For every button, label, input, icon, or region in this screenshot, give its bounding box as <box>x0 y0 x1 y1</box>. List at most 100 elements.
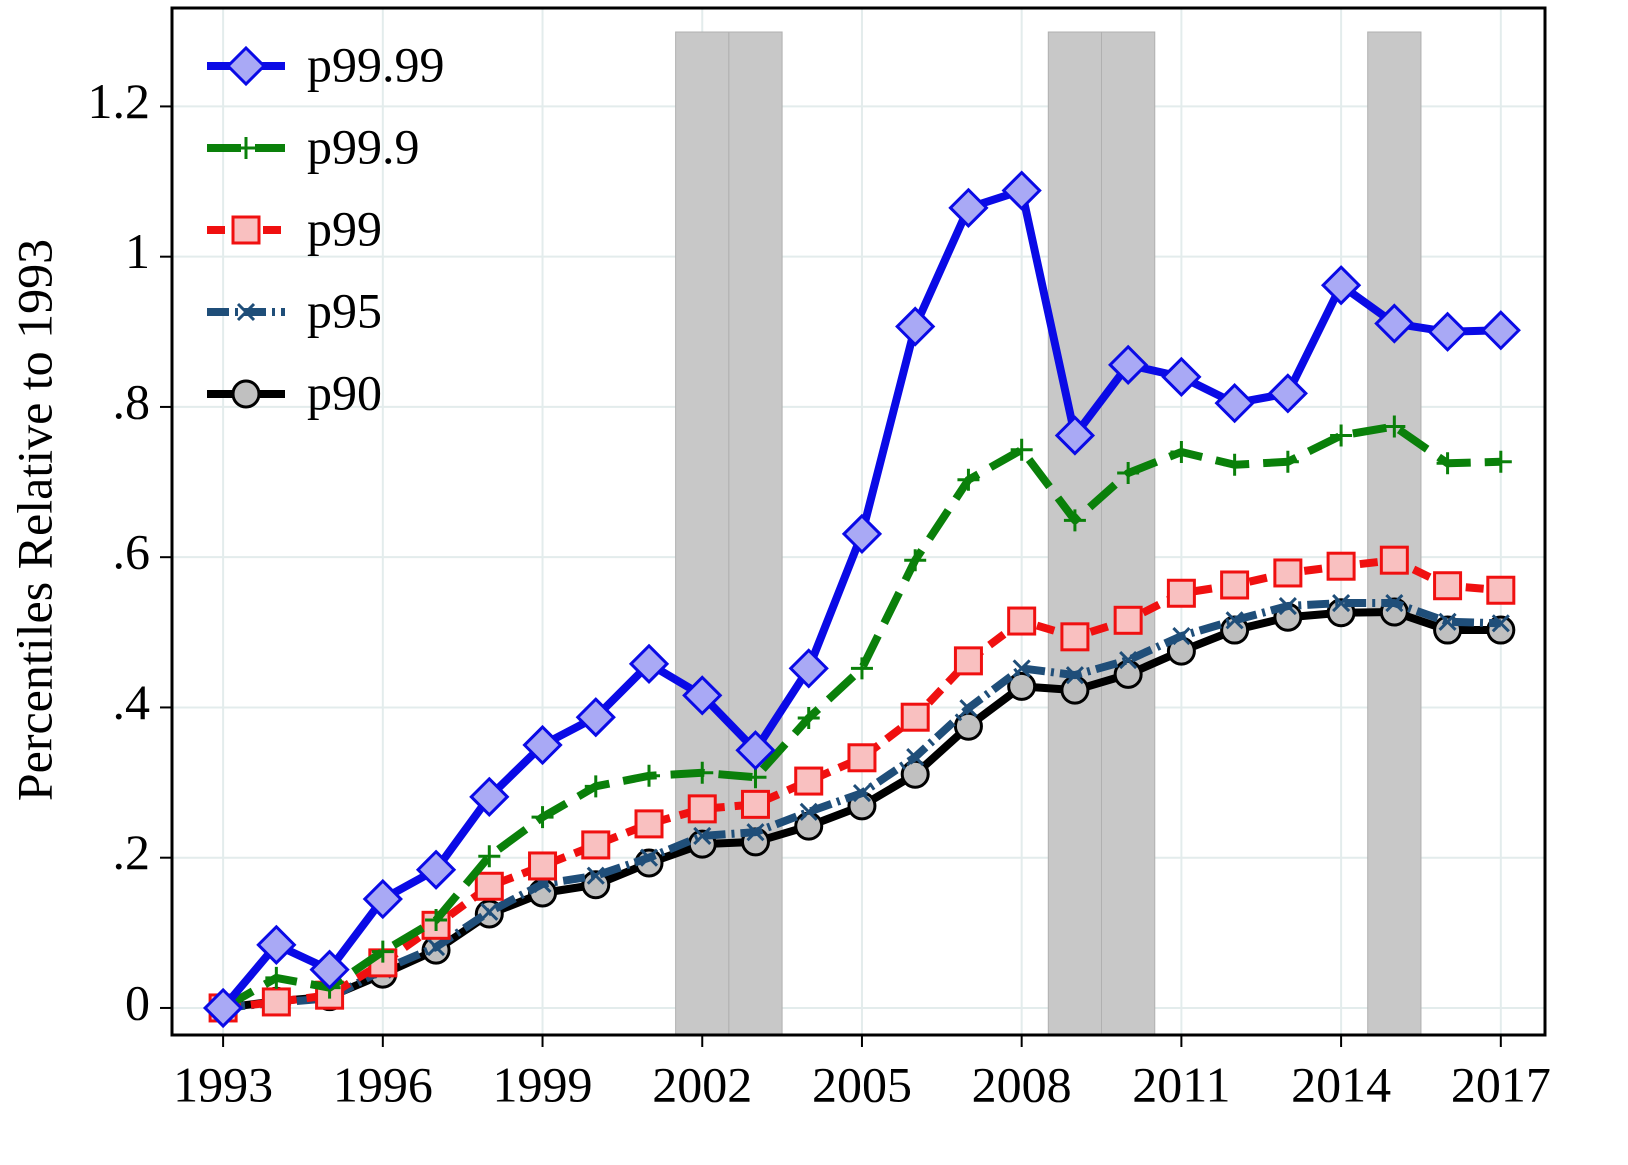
marker <box>469 776 510 817</box>
marker <box>1113 605 1143 635</box>
marker <box>628 643 670 684</box>
x-tick-label: 1996 <box>333 1056 433 1112</box>
marker <box>847 743 877 773</box>
marker <box>478 845 501 868</box>
shaded-period <box>1047 31 1103 1036</box>
marker <box>788 648 829 689</box>
x-tick-label: 1993 <box>173 1056 273 1112</box>
legend-marker <box>235 137 257 159</box>
y-axis-label: Percentiles Relative to 1993 <box>6 239 62 801</box>
marker <box>371 940 394 963</box>
legend-item: p99 <box>207 200 382 256</box>
marker <box>1223 453 1246 476</box>
marker <box>957 468 980 491</box>
marker <box>799 802 818 821</box>
x-tick-label: 1999 <box>493 1056 593 1112</box>
marker <box>425 909 448 932</box>
marker <box>1438 612 1457 631</box>
shaded-period <box>675 31 730 1036</box>
marker <box>1060 622 1090 652</box>
marker <box>586 866 605 885</box>
marker <box>362 878 403 920</box>
marker <box>1427 311 1468 352</box>
marker <box>1276 450 1299 473</box>
marker <box>1433 571 1463 601</box>
marker <box>895 306 936 347</box>
marker <box>1108 344 1149 385</box>
marker <box>581 870 611 900</box>
marker <box>261 987 291 1017</box>
legend-marker <box>225 45 267 87</box>
marker <box>852 784 872 803</box>
marker <box>1119 651 1138 670</box>
shaded-period <box>1367 31 1422 1036</box>
marker <box>850 657 873 680</box>
legend-marker <box>231 215 261 245</box>
marker <box>900 702 930 732</box>
legend-label: p99 <box>307 200 382 256</box>
x-tick-label: 2008 <box>972 1056 1072 1112</box>
marker <box>1383 415 1406 438</box>
marker <box>1480 310 1521 351</box>
legend-marker <box>236 302 256 322</box>
marker <box>1010 438 1033 461</box>
marker <box>575 697 616 738</box>
marker <box>1330 424 1353 447</box>
legend-item: p90 <box>207 364 382 420</box>
y-tick-label: 1.2 <box>88 73 151 129</box>
marker <box>1063 509 1086 532</box>
marker <box>1007 606 1037 636</box>
legend-label: p99.99 <box>307 36 445 92</box>
marker <box>202 987 244 1029</box>
marker <box>415 849 457 890</box>
marker <box>900 759 930 789</box>
marker <box>735 730 776 771</box>
legend-item: p99.99 <box>207 36 445 92</box>
marker <box>581 830 611 860</box>
marker <box>1278 596 1297 616</box>
marker <box>1489 450 1512 473</box>
marker <box>638 764 661 787</box>
marker <box>1436 452 1459 475</box>
marker <box>959 699 978 718</box>
marker <box>1117 462 1140 485</box>
marker <box>1007 671 1037 701</box>
marker <box>904 549 927 572</box>
marker <box>1332 593 1351 613</box>
marker <box>948 187 989 228</box>
marker <box>794 766 824 796</box>
plot-frame <box>170 6 1547 1037</box>
marker <box>1161 356 1202 397</box>
marker <box>693 826 712 845</box>
marker <box>687 794 717 824</box>
y-tick-label: 1 <box>125 223 150 279</box>
marker <box>1166 578 1196 608</box>
marker <box>265 966 288 989</box>
marker <box>528 851 558 881</box>
x-tick-label: 2011 <box>1132 1056 1230 1112</box>
marker <box>1320 265 1362 306</box>
marker <box>1267 373 1308 414</box>
series <box>212 415 1512 1019</box>
marker <box>953 646 983 676</box>
legend-label: p90 <box>307 364 382 420</box>
legend-item: p99.9 <box>207 118 420 174</box>
marker <box>1486 575 1516 605</box>
legend-label: p95 <box>307 282 382 338</box>
marker <box>1054 415 1096 456</box>
marker <box>1113 659 1143 689</box>
y-tick-label: .8 <box>113 373 151 429</box>
legend-marker <box>231 379 261 409</box>
marker <box>740 789 770 819</box>
marker <box>309 949 350 990</box>
marker <box>906 747 925 767</box>
y-tick-label: 0 <box>125 974 150 1030</box>
marker <box>841 513 883 555</box>
marker <box>746 823 765 842</box>
marker <box>474 871 504 901</box>
marker <box>426 938 446 957</box>
marker <box>1385 593 1404 613</box>
marker <box>584 775 607 798</box>
marker <box>1220 570 1250 600</box>
